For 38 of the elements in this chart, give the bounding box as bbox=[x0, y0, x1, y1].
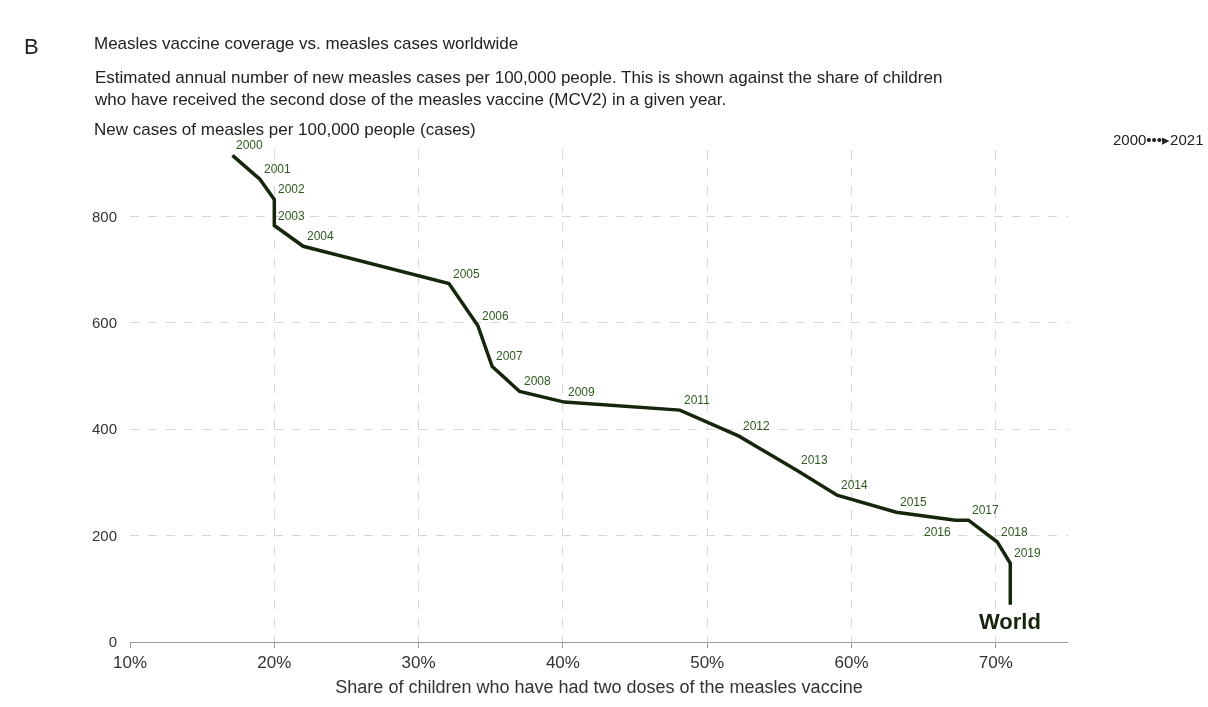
x-tick-label: 50% bbox=[690, 653, 725, 673]
annotation: 2012 bbox=[743, 419, 771, 433]
annotation: 2000 bbox=[236, 138, 264, 152]
annotation: 2001 bbox=[264, 162, 292, 176]
x-tick-label: 70% bbox=[978, 653, 1013, 673]
annotation: 2019 bbox=[1014, 546, 1042, 560]
series-label: World bbox=[979, 609, 1041, 634]
chart-title: Measles vaccine coverage vs. measles cases worldwide bbox=[94, 34, 519, 53]
annotation: 2017 bbox=[972, 503, 1000, 517]
annotation: 2004 bbox=[307, 229, 335, 243]
annotation: 2007 bbox=[496, 349, 524, 363]
x-tick-label: 20% bbox=[257, 653, 292, 673]
text: B bbox=[24, 34, 39, 59]
y-axis-title: New cases of measles per 100,000 people (cases) bbox=[94, 120, 476, 139]
chart-subtitle: Estimated annual number of new measles cases per 100,000 people. This is shown against the share of children who have received the second dose of the measles vaccine (MCV2) in a given year. bbox=[94, 68, 943, 110]
y-tick-label: 600 bbox=[91, 314, 117, 332]
annotation: 2002 bbox=[278, 182, 306, 196]
annotation: 2008 bbox=[524, 374, 552, 388]
x-tick-label: 10% bbox=[112, 653, 148, 673]
annotation: 2014 bbox=[841, 478, 869, 492]
y-tick-label: 200 bbox=[91, 526, 117, 544]
y-tick-label: 0 bbox=[108, 633, 117, 651]
x-tick-label: 40% bbox=[545, 653, 580, 673]
annotation: 2018 bbox=[1001, 525, 1029, 539]
annotation: 2003 bbox=[278, 209, 306, 223]
x-tick-label: 60% bbox=[834, 653, 869, 673]
annotation: 2016 bbox=[924, 525, 952, 539]
annotation: 2006 bbox=[482, 309, 510, 323]
annotation: 2013 bbox=[801, 453, 829, 467]
text: 2000•••▸2021 bbox=[1113, 131, 1204, 148]
annotation: 2015 bbox=[900, 495, 928, 509]
annotation: 2011 bbox=[684, 393, 711, 407]
annotation: 2005 bbox=[453, 267, 481, 281]
y-tick-label: 400 bbox=[91, 420, 117, 438]
annotation: 2009 bbox=[568, 385, 596, 399]
x-tick-label: 30% bbox=[401, 653, 436, 673]
y-tick-label: 800 bbox=[91, 207, 117, 225]
x-axis-title: Share of children who have had two doses of the measles vaccine bbox=[335, 676, 863, 697]
